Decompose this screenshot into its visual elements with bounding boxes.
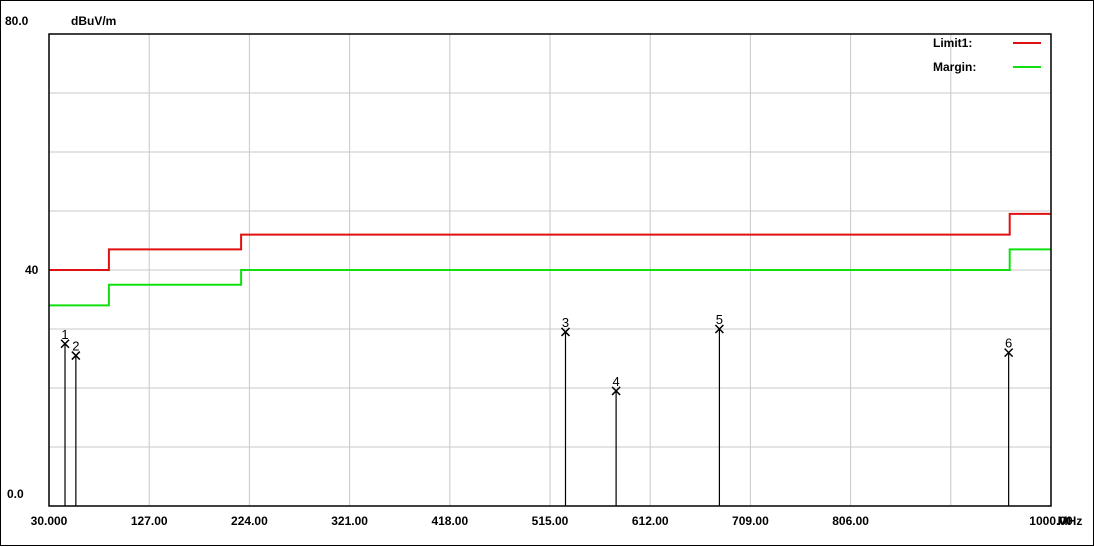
x-tick-label: 612.00 (632, 514, 669, 528)
series-line-margin (49, 248, 1051, 307)
x-tick-label: 30.000 (31, 514, 68, 528)
marker-label: 6 (1005, 336, 1012, 351)
x-tick-label: 224.00 (231, 514, 268, 528)
x-tick-label: 1000.00 (1029, 514, 1073, 528)
y-axis-label: dBuV/m (71, 14, 116, 28)
marker-cross (71, 351, 81, 361)
legend-label: Limit1: (933, 36, 972, 50)
y-tick-label: 80.0 (5, 14, 29, 28)
x-tick-label: 321.00 (331, 514, 368, 528)
x-tick-label: 806.00 (832, 514, 869, 528)
x-tick-label: 709.00 (732, 514, 769, 528)
y-tick-label: 0.0 (7, 487, 24, 501)
marker-label: 1 (61, 327, 68, 342)
legend-label: Margin: (933, 60, 976, 74)
x-tick-label: 127.00 (131, 514, 168, 528)
x-tick-label: 515.00 (532, 514, 569, 528)
marker-cross (560, 327, 571, 337)
marker-cross (611, 386, 621, 396)
x-tick-label: 418.00 (431, 514, 468, 528)
y-tick-label: 40 (25, 263, 39, 277)
marker-label: 2 (72, 339, 79, 354)
marker-cross (1004, 348, 1014, 358)
marker-label: 5 (716, 312, 723, 327)
marker-cross (60, 339, 70, 349)
plot-border (48, 33, 1052, 507)
marker-label: 3 (562, 315, 569, 330)
marker-cross (714, 324, 724, 334)
series-line-limit (49, 212, 1051, 271)
x-axis-unit: MHz (1058, 514, 1083, 528)
marker-label: 4 (612, 374, 619, 389)
